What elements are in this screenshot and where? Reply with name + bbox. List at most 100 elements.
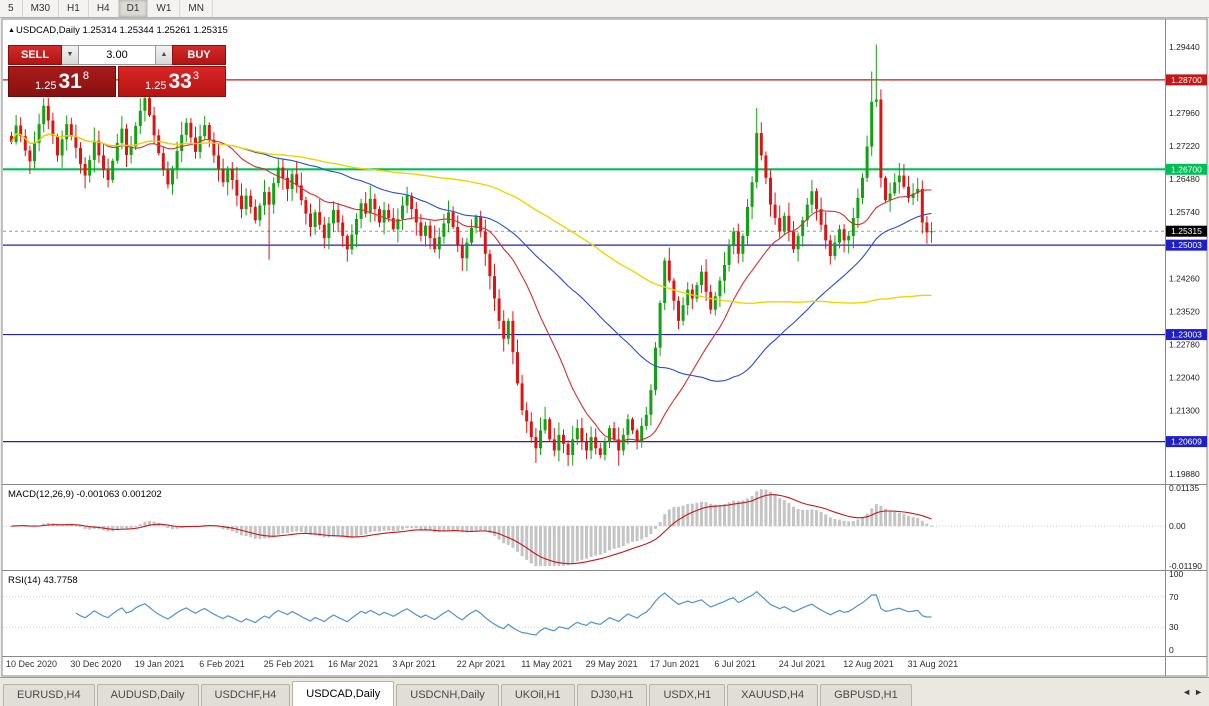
macd-bar xyxy=(511,526,515,548)
candle-body xyxy=(368,198,372,214)
candle-body xyxy=(221,168,225,183)
macd-bar xyxy=(534,526,538,566)
symbol-tab-usdx[interactable]: USDX,H1 xyxy=(649,684,726,706)
macd-bar xyxy=(290,526,294,532)
candle-body xyxy=(276,167,280,184)
candle-body xyxy=(658,302,662,348)
symbol-tab-eurusd[interactable]: EURUSD,H4 xyxy=(3,684,95,706)
macd-bar xyxy=(787,503,791,527)
candle-body xyxy=(115,142,119,161)
macd-bar xyxy=(442,526,446,532)
scroll-right-icon[interactable]: ► xyxy=(1194,687,1203,697)
candle-body xyxy=(19,125,23,137)
price-tick-label: 1.24260 xyxy=(1169,273,1200,283)
candle-body xyxy=(382,209,386,223)
candle-body xyxy=(171,168,174,185)
timeframe-h4[interactable]: H4 xyxy=(89,0,119,17)
macd-bar xyxy=(281,526,285,534)
symbol-tab-xauusd[interactable]: XAUUSD,H4 xyxy=(727,684,819,706)
timeframe-mn[interactable]: MN xyxy=(180,0,213,17)
timeframe-5[interactable]: 5 xyxy=(0,0,23,17)
macd-bar xyxy=(557,526,561,566)
symbol-tab-bar: EURUSD,H4 AUDUSD,Daily USDCHF,H4 USDCAD,Dai… xyxy=(0,677,1209,706)
macd-bar xyxy=(635,526,639,542)
candle-body xyxy=(667,260,671,281)
candle-body xyxy=(387,209,391,219)
price-badge-1.25315: 1.25315 xyxy=(1166,225,1207,237)
sell-button[interactable]: SELL xyxy=(8,45,62,65)
candle-body xyxy=(60,139,64,156)
symbol-tab-gbpusd[interactable]: GBPUSD,H1 xyxy=(820,684,912,706)
symbol-tab-usdcnh[interactable]: USDCNH,Daily xyxy=(396,684,499,706)
volume-input[interactable] xyxy=(85,48,149,62)
candle-body xyxy=(851,218,855,236)
macd-bar xyxy=(391,526,395,532)
candle-body xyxy=(796,235,800,250)
date-label: 17 Jun 2021 xyxy=(650,659,700,669)
macd-bar xyxy=(838,519,841,527)
candle-body xyxy=(488,253,492,277)
macd-bar xyxy=(750,495,754,527)
volume-decrease-button[interactable]: ▼ xyxy=(62,45,78,65)
sell-price-button[interactable]: 1.25 31 8 xyxy=(8,66,116,97)
buy-button[interactable]: BUY xyxy=(172,45,226,65)
macd-bar xyxy=(686,504,690,527)
macd-bar xyxy=(778,498,782,527)
macd-bar xyxy=(129,526,133,528)
timeframe-h1[interactable]: H1 xyxy=(59,0,89,17)
buy-price-button[interactable]: 1.25 33 3 xyxy=(118,66,226,97)
candlestick-chart[interactable]: 1.29440 1.27960 1.27220 1.26480 1.25740 1.242… xyxy=(0,0,1209,678)
rsi-tick-label: 100 xyxy=(1169,569,1183,579)
volume-increase-button[interactable]: ▲ xyxy=(156,45,172,65)
macd-bar xyxy=(125,526,128,529)
macd-bar xyxy=(433,526,437,532)
chart-ohlc-header: USDCAD,Daily 1.25314 1.25344 1.25261 1.2… xyxy=(16,25,228,36)
candle-body xyxy=(741,235,745,254)
macd-bar xyxy=(598,526,602,555)
collapse-icon: ▲ xyxy=(8,27,15,34)
candle-body xyxy=(672,280,676,301)
timeframe-w1[interactable]: W1 xyxy=(148,0,181,17)
macd-bar xyxy=(746,498,749,527)
symbol-tab-usdchf[interactable]: USDCHF,H4 xyxy=(200,684,291,706)
symbol-tab-audusd[interactable]: AUDUSD,Daily xyxy=(96,684,199,706)
macd-bar xyxy=(336,526,340,537)
scroll-left-icon[interactable]: ◄ xyxy=(1182,687,1192,697)
macd-bar xyxy=(594,526,598,556)
timeframe-d1[interactable]: D1 xyxy=(118,0,149,17)
candles-layer xyxy=(10,44,933,467)
candle-body xyxy=(106,170,110,181)
date-label: 12 Aug 2021 xyxy=(843,659,894,669)
macd-bar xyxy=(920,520,924,527)
candle-body xyxy=(534,437,538,449)
price-badge-1.26700: 1.26700 xyxy=(1166,163,1207,175)
candle-body xyxy=(350,234,354,250)
date-label: 31 Aug 2021 xyxy=(908,659,959,669)
candle-body xyxy=(769,177,772,205)
candle-body xyxy=(111,160,115,181)
macd-bar xyxy=(824,514,828,527)
candle-body xyxy=(286,177,289,189)
candle-body xyxy=(612,428,616,440)
candle-body xyxy=(341,222,345,236)
macd-bar xyxy=(861,517,864,527)
candle-body xyxy=(552,439,556,451)
candle-body xyxy=(847,235,851,241)
candle-body xyxy=(470,227,473,243)
candle-body xyxy=(824,224,828,241)
symbol-tab-dj30[interactable]: DJ30,H1 xyxy=(576,684,648,706)
timeframe-m30[interactable]: M30 xyxy=(23,0,60,17)
macd-bar xyxy=(658,522,662,527)
date-axis: 10 Dec 2020 30 Dec 2020 19 Jan 2021 6 Feb 2… xyxy=(6,659,958,669)
price-badge-bg xyxy=(1166,436,1207,448)
candle-body xyxy=(120,128,124,143)
macd-bar xyxy=(456,526,460,531)
macd-bar xyxy=(474,526,478,531)
candle-body xyxy=(911,193,915,198)
date-label: 16 Mar 2021 xyxy=(328,659,379,669)
symbol-tab-usdcad[interactable]: USDCAD,Daily xyxy=(292,681,395,706)
symbol-tab-ukoil[interactable]: UKOil,H1 xyxy=(500,684,575,706)
macd-bar xyxy=(796,508,800,527)
candle-body xyxy=(755,133,759,183)
macd-bar xyxy=(695,502,699,527)
